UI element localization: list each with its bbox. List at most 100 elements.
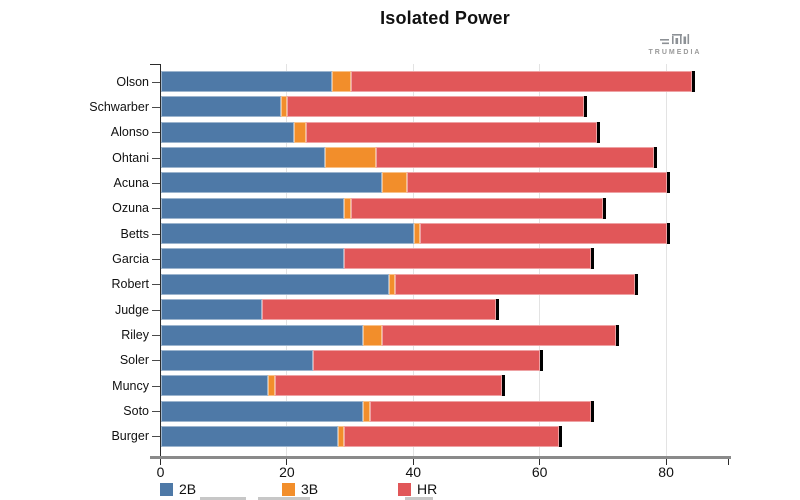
bar-row-garcia[interactable] bbox=[161, 248, 594, 270]
legend-swatch bbox=[160, 482, 173, 496]
legend-item-3b[interactable]: 3B bbox=[282, 481, 318, 497]
bar-segment-3b[interactable] bbox=[388, 273, 395, 295]
x-tick bbox=[412, 456, 414, 465]
bar-segment-2b[interactable] bbox=[161, 324, 364, 346]
bar-segment-hr[interactable] bbox=[344, 248, 591, 270]
bar-segment-hr[interactable] bbox=[306, 121, 598, 143]
bar-end-marker bbox=[666, 172, 670, 194]
bar-segment-2b[interactable] bbox=[161, 400, 364, 422]
bar-segment-hr[interactable] bbox=[350, 71, 692, 92]
bar-row-robert[interactable] bbox=[161, 273, 638, 295]
bar-segment-3b[interactable] bbox=[413, 223, 421, 245]
x-tick bbox=[665, 456, 667, 465]
bar-end-marker bbox=[616, 324, 620, 346]
bar-segment-hr[interactable] bbox=[407, 172, 667, 194]
bar-segment-2b[interactable] bbox=[161, 197, 345, 219]
bar-end-marker bbox=[597, 121, 601, 143]
bar-segment-hr[interactable] bbox=[420, 223, 667, 245]
y-axis-label-robert: Robert bbox=[111, 277, 149, 292]
legend-label: 2B bbox=[179, 481, 197, 497]
bar-segment-3b[interactable] bbox=[268, 375, 275, 397]
bar-segment-2b[interactable] bbox=[161, 273, 389, 295]
bar-segment-3b[interactable] bbox=[363, 400, 370, 422]
y-axis-label-muncy: Muncy bbox=[112, 378, 149, 393]
x-tick-label: 80 bbox=[658, 464, 674, 480]
y-tick bbox=[152, 284, 161, 286]
bar-end-marker bbox=[559, 425, 563, 447]
bar-segment-3b[interactable] bbox=[293, 121, 307, 143]
bar-segment-2b[interactable] bbox=[161, 349, 313, 371]
bar-segment-hr[interactable] bbox=[382, 324, 617, 346]
legend-item-2b[interactable]: 2B bbox=[160, 481, 196, 497]
y-axis-label-schwarber: Schwarber bbox=[89, 99, 149, 114]
y-axis-label-judge: Judge bbox=[114, 302, 149, 317]
bar-segment-2b[interactable] bbox=[161, 248, 345, 270]
bar-segment-hr[interactable] bbox=[262, 299, 496, 321]
y-axis-label-alonso: Alonso bbox=[110, 125, 149, 140]
bar-segment-2b[interactable] bbox=[161, 147, 326, 169]
bar-row-betts[interactable] bbox=[161, 223, 670, 245]
bar-segment-2b[interactable] bbox=[161, 299, 263, 321]
bar-segment-2b[interactable] bbox=[161, 172, 383, 194]
bar-segment-2b[interactable] bbox=[161, 96, 282, 118]
y-axis-label-soto: Soto bbox=[123, 404, 149, 419]
bar-row-burger[interactable] bbox=[161, 425, 563, 447]
legend-item-hr[interactable]: HR bbox=[398, 481, 437, 497]
y-tick bbox=[152, 208, 161, 210]
bar-segment-3b[interactable] bbox=[281, 96, 288, 118]
bar-end-marker bbox=[590, 400, 594, 422]
y-tick bbox=[152, 258, 161, 260]
bar-row-olson[interactable] bbox=[161, 71, 695, 92]
bar-row-soto[interactable] bbox=[161, 400, 594, 422]
bar-segment-hr[interactable] bbox=[394, 273, 635, 295]
bar-segment-hr[interactable] bbox=[375, 147, 654, 169]
y-axis-label-garcia: Garcia bbox=[112, 251, 149, 266]
trumedia-logo-icon bbox=[640, 33, 710, 47]
bar-segment-2b[interactable] bbox=[161, 71, 332, 92]
bar-row-riley[interactable] bbox=[161, 324, 620, 346]
bar-segment-2b[interactable] bbox=[161, 375, 269, 397]
bar-end-marker bbox=[502, 375, 506, 397]
bar-segment-hr[interactable] bbox=[369, 400, 591, 422]
clipped-text-fragment bbox=[258, 497, 310, 500]
bar-segment-3b[interactable] bbox=[344, 197, 351, 219]
x-tick bbox=[539, 456, 541, 465]
x-tick bbox=[286, 456, 288, 465]
y-tick bbox=[152, 411, 161, 413]
bar-row-soler[interactable] bbox=[161, 349, 544, 371]
bar-segment-2b[interactable] bbox=[161, 223, 414, 245]
bar-segment-hr[interactable] bbox=[287, 96, 585, 118]
bar-row-ozuna[interactable] bbox=[161, 197, 607, 219]
bar-row-judge[interactable] bbox=[161, 299, 499, 321]
bar-segment-2b[interactable] bbox=[161, 121, 294, 143]
bar-segment-3b[interactable] bbox=[382, 172, 408, 194]
y-tick bbox=[152, 106, 161, 108]
bar-segment-hr[interactable] bbox=[344, 425, 560, 447]
legend: 2B 3B HR bbox=[0, 481, 800, 500]
legend-swatch bbox=[398, 482, 411, 496]
bar-segment-hr[interactable] bbox=[350, 197, 604, 219]
bar-end-marker bbox=[666, 223, 670, 245]
bar-end-marker bbox=[634, 273, 638, 295]
bar-segment-hr[interactable] bbox=[274, 375, 503, 397]
y-tick bbox=[152, 233, 161, 235]
bar-segment-3b[interactable] bbox=[337, 425, 345, 447]
bar-row-acuna[interactable] bbox=[161, 172, 670, 194]
y-axis-label-ohtani: Ohtani bbox=[112, 150, 149, 165]
x-tick-label: 40 bbox=[405, 464, 422, 480]
bar-segment-3b[interactable] bbox=[325, 147, 376, 169]
bar-row-alonso[interactable] bbox=[161, 121, 601, 143]
bar-segment-2b[interactable] bbox=[161, 425, 338, 447]
y-tick bbox=[152, 436, 161, 438]
bar-segment-hr[interactable] bbox=[312, 349, 541, 371]
bar-end-marker bbox=[691, 71, 695, 92]
y-axis-line bbox=[160, 64, 161, 457]
bar-segment-3b[interactable] bbox=[363, 324, 383, 346]
bar-segment-3b[interactable] bbox=[331, 71, 351, 92]
bar-row-muncy[interactable] bbox=[161, 375, 506, 397]
y-tick bbox=[152, 182, 161, 184]
y-tick bbox=[152, 309, 161, 311]
bar-row-schwarber[interactable] bbox=[161, 96, 588, 118]
bar-row-ohtani[interactable] bbox=[161, 147, 657, 169]
